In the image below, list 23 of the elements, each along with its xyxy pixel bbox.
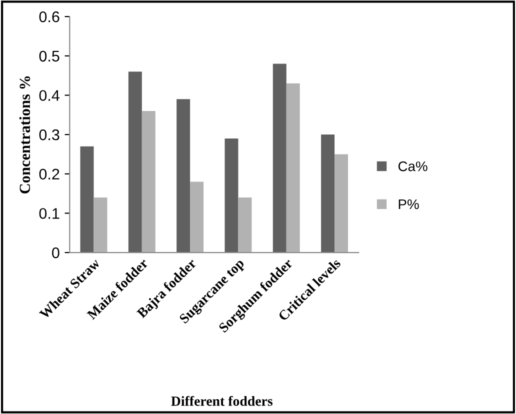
bar (334, 154, 348, 253)
y-tick-label: 0.1 (39, 208, 60, 219)
legend-label: Ca% (398, 161, 428, 172)
bar (321, 134, 335, 253)
bar (142, 110, 156, 253)
bar (176, 99, 190, 253)
bar (238, 197, 252, 253)
bar (190, 182, 204, 253)
y-tick-label: 0.6 (39, 11, 60, 22)
x-axis-title: Different fodders (171, 396, 273, 406)
y-axis-title: Concentrations % (19, 76, 30, 194)
y-tick-label: 0.3 (39, 129, 60, 140)
y-tick-label: 0 (52, 247, 60, 258)
bar (224, 138, 238, 253)
bar (128, 72, 142, 253)
y-tick-label: 0.5 (39, 50, 60, 62)
bar (80, 146, 94, 253)
bar (272, 64, 286, 253)
bar (94, 197, 108, 253)
bar (286, 83, 300, 253)
y-tick-label: 0.2 (39, 168, 60, 180)
legend-label: P% (398, 199, 419, 210)
y-tick-label: 0.4 (39, 90, 60, 101)
